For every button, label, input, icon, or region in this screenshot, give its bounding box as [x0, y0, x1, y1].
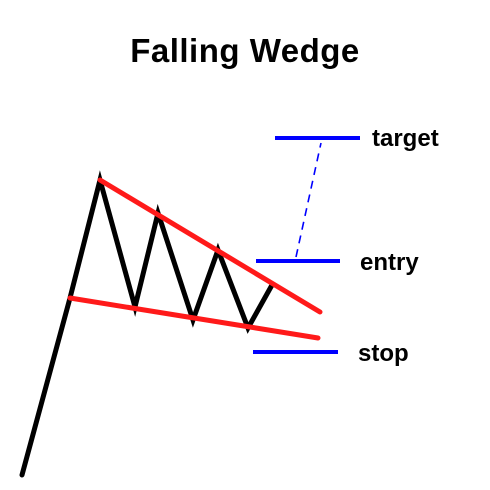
price-path [19, 170, 275, 478]
target-label: target [372, 125, 439, 152]
projection-dashed-line [295, 142, 322, 258]
entry-label: entry [360, 249, 419, 276]
stop-label: stop [358, 340, 409, 367]
diagram-title: Falling Wedge [130, 32, 360, 69]
lower-trendline [67, 295, 321, 341]
upper-trendline [97, 177, 323, 315]
